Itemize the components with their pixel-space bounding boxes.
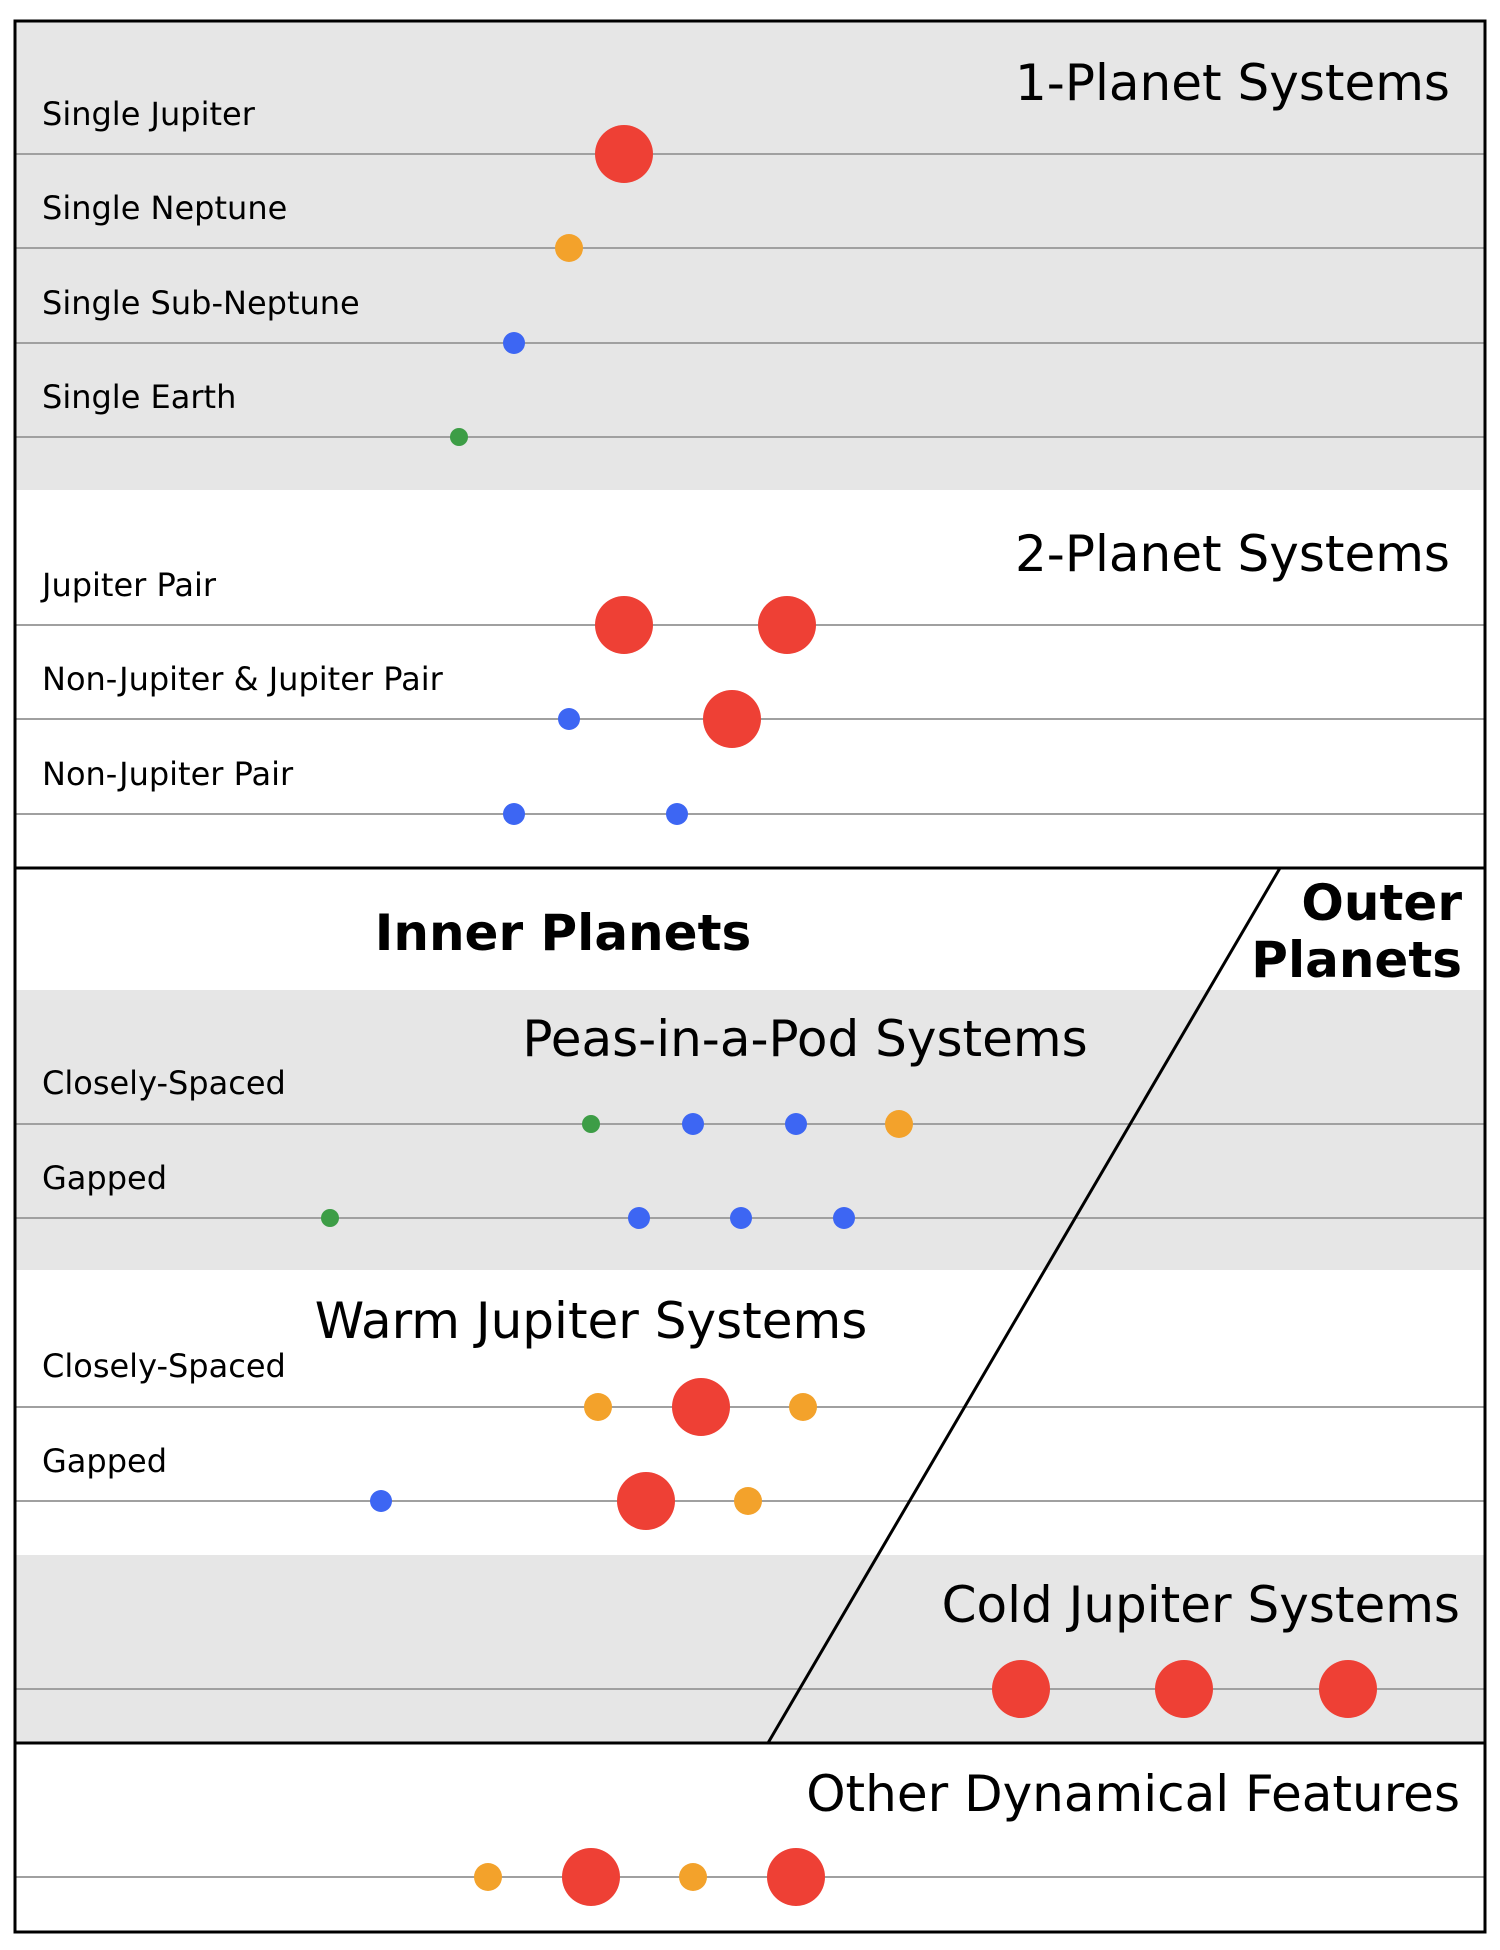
row-label-jupiter-pair: Jupiter Pair [40,566,217,604]
warm-jupiter-title: Warm Jupiter Systems [315,1292,868,1350]
neptune-planet-dot [885,1110,913,1138]
sub-neptune-planet-dot [730,1207,752,1229]
row-label-warm-gapped: Gapped [42,1442,167,1480]
sub-neptune-planet-dot [833,1207,855,1229]
neptune-planet-dot [584,1393,612,1421]
row-label-single-neptune: Single Neptune [42,189,287,227]
jupiter-planet-dot [992,1660,1050,1718]
sub-neptune-planet-dot [666,803,688,825]
neptune-planet-dot [789,1393,817,1421]
sub-neptune-planet-dot [628,1207,650,1229]
jupiter-planet-dot [672,1378,730,1436]
row-label-peas-gapped: Gapped [42,1159,167,1197]
jupiter-planet-dot [562,1848,620,1906]
jupiter-planet-dot [758,596,816,654]
earth-planet-dot [582,1115,600,1133]
two-planet-title: 2-Planet Systems [1015,525,1450,583]
row-label-warm-closely-spaced: Closely-Spaced [42,1347,286,1385]
neptune-planet-dot [555,234,583,262]
earth-planet-dot [321,1209,339,1227]
row-label-single-earth: Single Earth [42,378,236,416]
neptune-planet-dot [734,1487,762,1515]
row-label-non-jupiter-pair: Non-Jupiter Pair [42,755,294,793]
sub-neptune-planet-dot [785,1113,807,1135]
sub-neptune-planet-dot [503,332,525,354]
jupiter-planet-dot [1155,1660,1213,1718]
one-planet-title: 1-Planet Systems [1015,54,1450,112]
sub-neptune-planet-dot [503,803,525,825]
one-planet-band [16,22,1484,490]
outer-planets-title-line1: Outer [1301,874,1462,932]
neptune-planet-dot [474,1863,502,1891]
inner-planets-title: Inner Planets [375,904,751,962]
inner-outer-divider [766,867,1282,1744]
sub-neptune-planet-dot [682,1113,704,1135]
neptune-planet-dot [679,1863,707,1891]
cold-jupiter-title: Cold Jupiter Systems [942,1576,1460,1634]
peas-title: Peas-in-a-Pod Systems [522,1010,1087,1068]
jupiter-planet-dot [595,125,653,183]
row-label-peas-closely-spaced: Closely-Spaced [42,1064,286,1102]
jupiter-planet-dot [595,596,653,654]
outer-planets-title-line2: Planets [1251,931,1462,989]
jupiter-planet-dot [703,690,761,748]
jupiter-planet-dot [617,1472,675,1530]
planet-dots [321,125,1377,1906]
outer-frame [13,19,1487,1934]
sub-neptune-planet-dot [370,1490,392,1512]
earth-planet-dot [450,428,468,446]
other-features-title: Other Dynamical Features [806,1765,1460,1823]
sub-neptune-planet-dot [558,708,580,730]
row-label-non-jupiter-jupiter-pair: Non-Jupiter & Jupiter Pair [42,660,444,698]
row-label-single-jupiter: Single Jupiter [42,95,256,133]
row-label-single-sub-neptune: Single Sub-Neptune [42,284,360,322]
cold-jupiter-band [16,1555,1484,1743]
jupiter-planet-dot [1319,1660,1377,1718]
jupiter-planet-dot [767,1848,825,1906]
